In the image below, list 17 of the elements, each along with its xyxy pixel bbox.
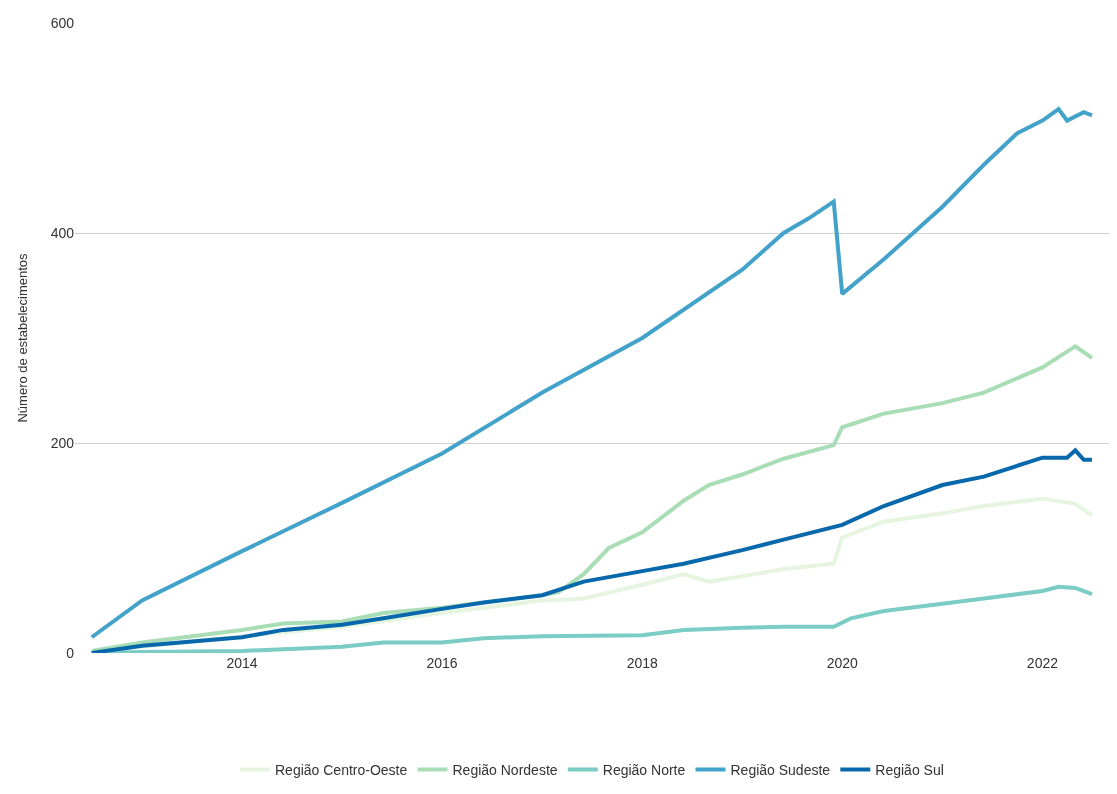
x-tick-label: 2022: [1026, 655, 1059, 671]
y-axis-title: Número de estabelecimentos: [14, 252, 30, 423]
legend-label: Região Sul: [875, 761, 944, 778]
line-series: [89, 107, 1095, 640]
legend-label: Região Sudeste: [730, 761, 831, 778]
legend-label: Região Nordeste: [452, 761, 558, 778]
y-tick-label: 400: [50, 224, 75, 241]
line-series: [89, 448, 1095, 653]
y-tick-label: 200: [50, 434, 75, 451]
y-tick-label: 600: [50, 14, 75, 31]
x-tick-label: 2014: [226, 655, 258, 671]
x-tick-label: 2020: [826, 655, 858, 671]
legend-label: Região Norte: [602, 761, 686, 778]
y-tick-label: 0: [66, 644, 75, 661]
x-tick-label: 2016: [426, 655, 458, 671]
x-tick-label: 2018: [626, 655, 659, 671]
legend-label: Região Centro-Oeste: [275, 761, 408, 778]
